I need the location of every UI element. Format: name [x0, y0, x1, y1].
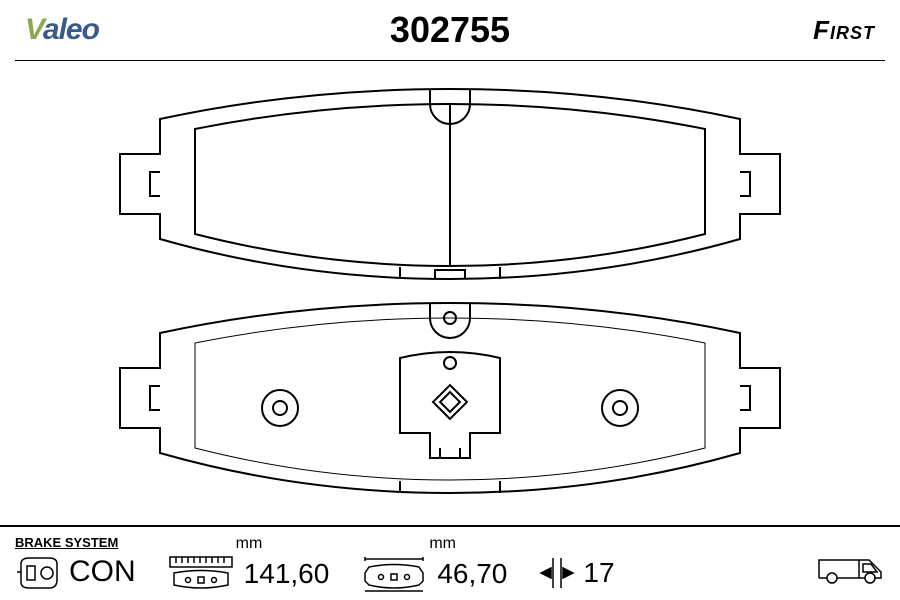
- height-icon: [359, 555, 429, 593]
- header: Valeo 302755 FIRST: [0, 0, 900, 60]
- vehicle-icon-block: [815, 550, 885, 595]
- width-icon: [166, 555, 236, 593]
- caliper-icon: [15, 552, 63, 592]
- brake-system-label: BRAKE SYSTEM: [15, 535, 118, 550]
- valeo-v: V: [25, 13, 43, 46]
- thickness-icon: [537, 554, 577, 592]
- part-number: 302755: [390, 9, 510, 51]
- height-unit: mm: [429, 535, 456, 553]
- first-logo: FIRST: [813, 15, 875, 46]
- width-value: 141,60: [244, 558, 330, 590]
- brake-pad-top: [100, 84, 800, 284]
- brake-pad-bottom: [100, 298, 800, 498]
- valeo-rest: aleo: [43, 13, 99, 46]
- thickness-value: 17: [583, 557, 614, 589]
- height-block: mm 46,70: [359, 535, 507, 593]
- van-icon: [815, 550, 885, 590]
- height-value: 46,70: [437, 558, 507, 590]
- brake-system-code: CON: [69, 555, 136, 589]
- thickness-block: 17: [537, 554, 614, 592]
- width-unit: mm: [236, 535, 263, 553]
- pads-area: [0, 61, 900, 521]
- width-block: mm 141,60: [166, 535, 330, 593]
- valeo-logo: Valeo: [25, 13, 99, 47]
- brake-system-block: BRAKE SYSTEM CON: [15, 535, 136, 592]
- footer: BRAKE SYSTEM CON mm: [0, 525, 900, 600]
